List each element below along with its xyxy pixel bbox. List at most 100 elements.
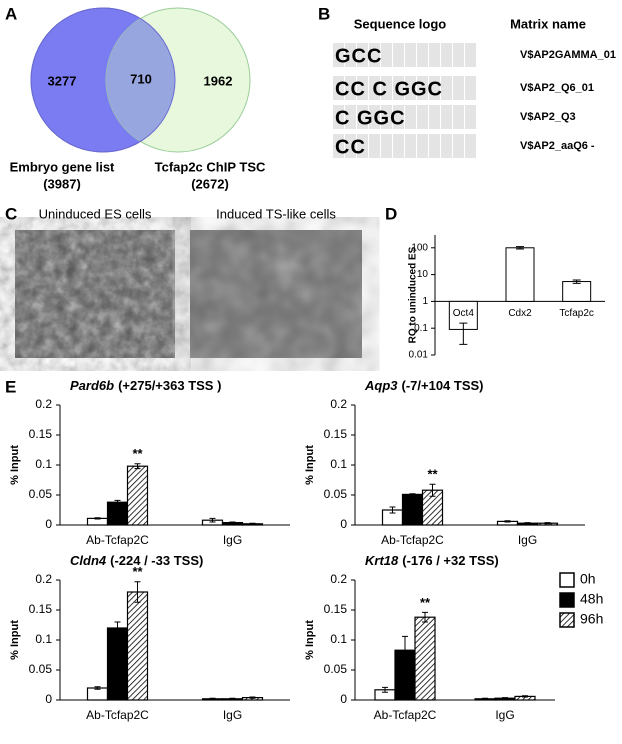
y-tick-label: 0.15 bbox=[29, 602, 53, 616]
error-bar bbox=[229, 521, 236, 524]
y-tick-label: 0.2 bbox=[330, 397, 347, 411]
logo-cell bbox=[417, 76, 428, 100]
logo-cell bbox=[417, 43, 428, 67]
title-rest: (-176 / +32 TSS) bbox=[402, 553, 498, 568]
error-bar bbox=[504, 520, 511, 523]
logo-cell bbox=[465, 105, 476, 129]
matrix-name: V$AP2_Q6_01 bbox=[520, 82, 594, 94]
logo-cell bbox=[369, 43, 380, 67]
matrix-name: V$AP2GAMMA_01 bbox=[520, 49, 616, 61]
y-tick-label: 0.1 bbox=[330, 457, 347, 471]
bar bbox=[562, 281, 592, 302]
logo-cell bbox=[393, 134, 404, 158]
image-caption: Uninduced ES cells bbox=[39, 206, 152, 221]
logo-cell bbox=[441, 76, 452, 100]
y-tick-label: 0.1 bbox=[35, 457, 52, 471]
chart-title: Pard6b (+275/+363 TSS ) bbox=[70, 378, 221, 393]
y-tick-label: 0.1 bbox=[414, 323, 428, 334]
bar bbox=[505, 247, 535, 302]
logo-motif: CC C GGC bbox=[335, 78, 443, 100]
y-tick-label: 0.15 bbox=[324, 427, 348, 441]
y-tick-label: 0 bbox=[45, 692, 52, 706]
y-tick-label: 0.1 bbox=[330, 632, 347, 646]
logo-cell bbox=[453, 105, 464, 129]
logo-cell bbox=[429, 105, 440, 129]
error-bar bbox=[134, 463, 141, 470]
logo-cell bbox=[453, 76, 464, 100]
logo-cell bbox=[357, 105, 368, 129]
image-caption: Induced TS-like cells bbox=[216, 206, 336, 221]
logo-cell bbox=[345, 43, 356, 67]
error-bar bbox=[459, 322, 468, 345]
logo-cell bbox=[333, 134, 344, 158]
logo-cell bbox=[417, 134, 428, 158]
logo-cell bbox=[369, 76, 380, 100]
logo-motif: CC bbox=[335, 136, 366, 158]
logo-cell bbox=[333, 43, 344, 67]
logo-cell bbox=[429, 76, 440, 100]
logo-cell bbox=[453, 134, 464, 158]
x-tick-label: Ab-Tcfap2C bbox=[381, 533, 444, 547]
error-bar bbox=[402, 635, 408, 665]
venn-total: (3987) bbox=[43, 176, 81, 191]
error-bar bbox=[114, 621, 121, 635]
x-tick-label: Ab-Tcfap2C bbox=[374, 708, 437, 722]
logo-cell bbox=[405, 76, 416, 100]
legend-swatch bbox=[559, 592, 575, 608]
venn-left-outline bbox=[30, 7, 176, 153]
table-header: Sequence logo bbox=[354, 16, 447, 31]
legend-label: 96h bbox=[580, 611, 603, 627]
panel-label: D bbox=[385, 204, 397, 223]
venn-count: 710 bbox=[130, 71, 152, 86]
error-bar bbox=[524, 522, 531, 525]
logo-cell bbox=[381, 105, 392, 129]
error-bar bbox=[94, 686, 101, 690]
significance: ** bbox=[427, 467, 438, 482]
y-tick-label: 0.15 bbox=[324, 602, 348, 616]
error-bar bbox=[382, 686, 388, 693]
micrograph-texture bbox=[15, 230, 175, 358]
logo-cell bbox=[357, 76, 368, 100]
matrix-name: V$AP2_aaQ6 - bbox=[520, 140, 595, 152]
y-axis-label: RQ to uninduced ES bbox=[408, 246, 419, 343]
logo-cell bbox=[441, 105, 452, 129]
chart-title: Krt18 (-176 / +32 TSS) bbox=[365, 553, 499, 568]
title-rest: (-7/+104 TSS) bbox=[402, 378, 484, 393]
x-tick-label: IgG bbox=[495, 708, 514, 722]
logo-cell bbox=[465, 76, 476, 100]
y-axis-label: % Input bbox=[304, 445, 316, 485]
logo-cell bbox=[381, 43, 392, 67]
title-rest: (-224 / -33 TSS) bbox=[110, 553, 203, 568]
error-bar bbox=[94, 517, 101, 520]
logo-cell bbox=[429, 134, 440, 158]
y-tick-label: 0.05 bbox=[29, 487, 53, 501]
y-tick-label: 0.05 bbox=[324, 487, 348, 501]
logo-cell bbox=[345, 105, 356, 129]
error-bar bbox=[522, 695, 528, 698]
y-tick-label: 0.01 bbox=[409, 350, 429, 361]
error-bar bbox=[249, 522, 256, 525]
significance: ** bbox=[132, 446, 143, 461]
logo-cell bbox=[441, 43, 452, 67]
error-bar bbox=[134, 581, 141, 603]
y-tick-label: 0 bbox=[340, 517, 347, 531]
venn-label: Embryo gene list bbox=[10, 159, 115, 174]
x-tick-label: Ab-Tcfap2C bbox=[86, 708, 149, 722]
logo-cell bbox=[417, 105, 428, 129]
y-tick-label: 0 bbox=[45, 517, 52, 531]
logo-cell bbox=[381, 134, 392, 158]
logo-cell bbox=[393, 105, 404, 129]
legend-label: 0h bbox=[580, 571, 596, 587]
venn-count: 3277 bbox=[48, 73, 77, 88]
y-axis-label: % Input bbox=[304, 620, 316, 660]
bar bbox=[401, 493, 424, 526]
x-tick-label: IgG bbox=[223, 708, 242, 722]
y-tick-label: 0.2 bbox=[35, 572, 52, 586]
logo-cell bbox=[369, 134, 380, 158]
logo-cell bbox=[357, 134, 368, 158]
venn-total: (2672) bbox=[191, 176, 229, 191]
y-axis-label: % Input bbox=[9, 620, 21, 660]
panel-label: E bbox=[5, 377, 16, 396]
legend-label: 48h bbox=[580, 591, 603, 607]
